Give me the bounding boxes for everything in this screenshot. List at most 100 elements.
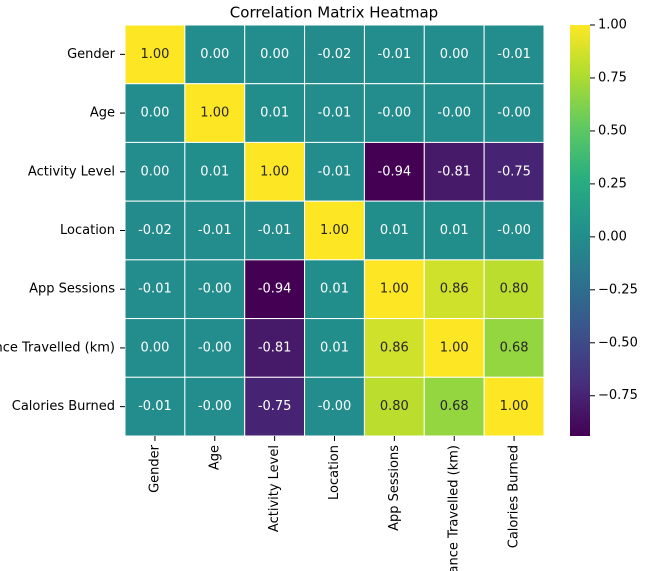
heatmap-cell — [363, 318, 425, 378]
cell-label: 0.01 — [380, 223, 409, 238]
heatmap-cell — [483, 83, 545, 143]
colorbar-tick-label: −0.50 — [598, 335, 638, 350]
heatmap-cell — [244, 259, 306, 320]
cell-label: -0.81 — [258, 340, 292, 355]
cell-label: -0.02 — [138, 223, 172, 238]
heatmap-cell — [124, 24, 186, 85]
heatmap-cell — [184, 200, 246, 261]
heatmap-cell — [423, 200, 485, 261]
cell-label: -0.01 — [318, 106, 352, 121]
heatmap-cell — [483, 376, 545, 437]
cell-label: -0.01 — [138, 282, 172, 297]
heatmap-cell — [483, 318, 545, 378]
cell-label: -0.01 — [497, 47, 531, 62]
cell-label: 1.00 — [260, 164, 289, 179]
heatmap-cell — [184, 24, 246, 85]
y-tick-label: Age — [90, 106, 115, 121]
heatmap-cell — [304, 318, 365, 378]
heatmap-cell — [124, 318, 186, 378]
colorbar-tick-label: 1.00 — [598, 18, 627, 33]
heatmap-cell — [184, 318, 246, 378]
heatmap-cell — [483, 200, 545, 261]
cell-label: 0.80 — [380, 399, 409, 414]
chart-title: Correlation Matrix Heatmap — [230, 4, 438, 22]
cell-label: 0.00 — [260, 47, 289, 62]
cell-label: -0.01 — [378, 47, 412, 62]
cell-label: -0.94 — [378, 164, 412, 179]
heatmap-cell — [244, 24, 306, 85]
colorbar-tick-label: 0.00 — [598, 229, 627, 244]
x-tick-label: Distance Travelled (km) — [447, 445, 462, 571]
heatmap-cell — [304, 141, 365, 202]
cell-label: 0.00 — [140, 340, 169, 355]
cell-label: -0.00 — [198, 399, 232, 414]
colorbar-tick-label: 0.50 — [598, 123, 627, 138]
cell-label: -0.01 — [258, 223, 292, 238]
y-tick-label: Activity Level — [28, 164, 115, 179]
cell-label: -0.00 — [437, 106, 471, 121]
heatmap-cell — [304, 376, 365, 437]
x-tick-label: Location — [327, 445, 342, 500]
cell-label: 1.00 — [140, 47, 169, 62]
cell-label: 0.80 — [500, 282, 529, 297]
x-tick-label: Gender — [147, 444, 162, 493]
cell-label: 0.68 — [500, 340, 529, 355]
cell-label: 1.00 — [320, 223, 349, 238]
cell-label: 1.00 — [440, 340, 469, 355]
heatmap-cell — [124, 259, 186, 320]
cell-label: 0.68 — [440, 399, 469, 414]
cell-label: 0.86 — [380, 340, 409, 355]
y-tick-label: Gender — [67, 47, 116, 62]
cell-label: 0.01 — [320, 340, 349, 355]
x-tick-label: Calories Burned — [507, 445, 522, 548]
heatmap-cell — [363, 376, 425, 437]
cell-label: -0.02 — [318, 47, 352, 62]
cell-label: 0.86 — [440, 282, 469, 297]
cell-label: -0.00 — [318, 399, 352, 414]
heatmap-cell — [483, 141, 545, 202]
colorbar-tick-label: 0.75 — [598, 70, 627, 85]
heatmap-cell — [423, 376, 485, 437]
heatmap-cell — [423, 141, 485, 202]
y-tick-label: Calories Burned — [12, 399, 115, 414]
x-tick-label: Activity Level — [267, 445, 282, 532]
y-tick-label: App Sessions — [29, 282, 115, 297]
cell-label: -0.00 — [497, 106, 531, 121]
colorbar-tick-label: −0.75 — [598, 388, 638, 403]
cell-label: -0.01 — [318, 164, 352, 179]
cell-label: -0.00 — [497, 223, 531, 238]
colorbar — [570, 25, 590, 436]
cell-label: 1.00 — [200, 106, 229, 121]
cell-label: -0.75 — [258, 399, 292, 414]
heatmap-cell — [244, 376, 306, 437]
cell-label: 0.00 — [140, 164, 169, 179]
heatmap-cell — [124, 200, 186, 261]
heatmap-cell — [363, 83, 425, 143]
cell-label: -0.00 — [198, 340, 232, 355]
heatmap-cell — [244, 141, 306, 202]
heatmap-cell — [184, 141, 246, 202]
y-tick-label: Distance Travelled (km) — [0, 340, 115, 355]
cell-label: 1.00 — [380, 282, 409, 297]
cell-label: 0.00 — [440, 47, 469, 62]
cell-label: -0.00 — [378, 106, 412, 121]
heatmap-cell — [244, 83, 306, 143]
x-tick-label: Age — [207, 445, 222, 470]
cell-label: -0.01 — [198, 223, 232, 238]
colorbar-tick-label: 0.25 — [598, 176, 627, 191]
cell-label: 0.01 — [320, 282, 349, 297]
cell-label: 0.01 — [200, 164, 229, 179]
cell-label: 1.00 — [500, 399, 529, 414]
cell-label: -0.01 — [138, 399, 172, 414]
cell-label: 0.00 — [200, 47, 229, 62]
heatmap-cell — [124, 376, 186, 437]
cell-label: -0.75 — [497, 164, 531, 179]
heatmap-cell — [304, 200, 365, 261]
cell-label: -0.94 — [258, 282, 292, 297]
colorbar-tick-label: −0.25 — [598, 282, 638, 297]
y-tick-label: Location — [60, 223, 115, 238]
heatmap-cell — [363, 141, 425, 202]
x-tick-label: App Sessions — [387, 445, 402, 531]
heatmap-cell — [423, 24, 485, 85]
